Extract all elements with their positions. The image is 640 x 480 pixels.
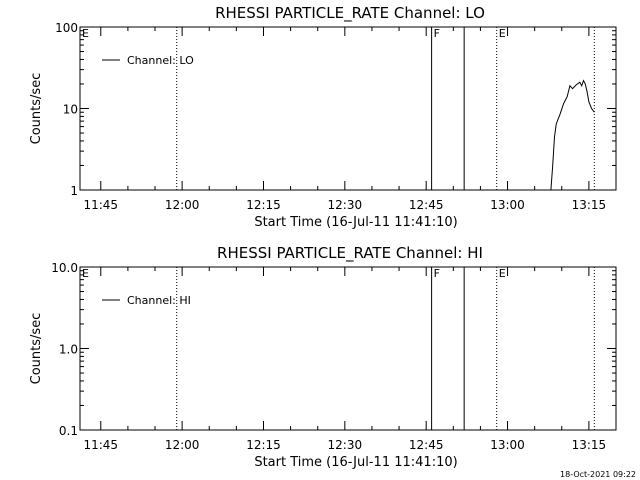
- legend-label: Channel: HI: [127, 294, 191, 307]
- x-tick-label: 12:30: [328, 438, 363, 452]
- chart-title: RHESSI PARTICLE_RATE Channel: LO: [215, 4, 485, 23]
- x-tick-label: 12:45: [409, 198, 444, 212]
- series-line-0: [550, 79, 595, 191]
- panel-lo: RHESSI PARTICLE_RATE Channel: LO 11:45 12:…: [29, 4, 617, 230]
- event-marker-label: F: [434, 27, 440, 40]
- x-tick-label: 13:15: [572, 198, 607, 212]
- chart-title: RHESSI PARTICLE_RATE Channel: HI: [217, 244, 483, 263]
- panel-hi: RHESSI PARTICLE_RATE Channel: HI 11:45 12:…: [29, 244, 617, 470]
- event-marker-label: E: [82, 27, 89, 40]
- event-marker-label: E: [499, 27, 506, 40]
- y-tick-label: 10: [63, 103, 78, 117]
- y-axis-label: Counts/sec: [29, 73, 44, 145]
- y-tick-label: 10.0: [51, 261, 78, 275]
- x-tick-label: 12:15: [246, 198, 281, 212]
- y-tick-label: 1.0: [59, 343, 78, 357]
- x-tick-label: 13:15: [572, 438, 607, 452]
- x-tick-label: 13:00: [490, 438, 525, 452]
- x-axis-label: Start Time (16-Jul-11 11:41:10): [254, 455, 457, 470]
- x-tick-label: 13:00: [490, 198, 525, 212]
- x-tick-label: 11:45: [83, 438, 118, 452]
- x-tick-label: 12:45: [409, 438, 444, 452]
- y-tick-label: 1: [70, 184, 78, 198]
- event-marker-label: F: [434, 267, 440, 280]
- y-tick-label: 0.1: [59, 424, 78, 438]
- y-tick-label: 100: [55, 21, 78, 35]
- x-tick-label: 12:30: [328, 198, 363, 212]
- x-tick-label: 12:00: [165, 198, 200, 212]
- event-marker-label: E: [499, 267, 506, 280]
- x-axis-label: Start Time (16-Jul-11 11:41:10): [254, 215, 457, 230]
- x-tick-label: 11:45: [83, 198, 118, 212]
- footer-timestamp: 18-Oct-2021 09:22: [560, 470, 636, 479]
- event-marker-label: E: [82, 267, 89, 280]
- legend-label: Channel: LO: [127, 54, 194, 67]
- x-tick-label: 12:00: [165, 438, 200, 452]
- y-axis-label: Counts/sec: [29, 313, 44, 385]
- x-tick-label: 12:15: [246, 438, 281, 452]
